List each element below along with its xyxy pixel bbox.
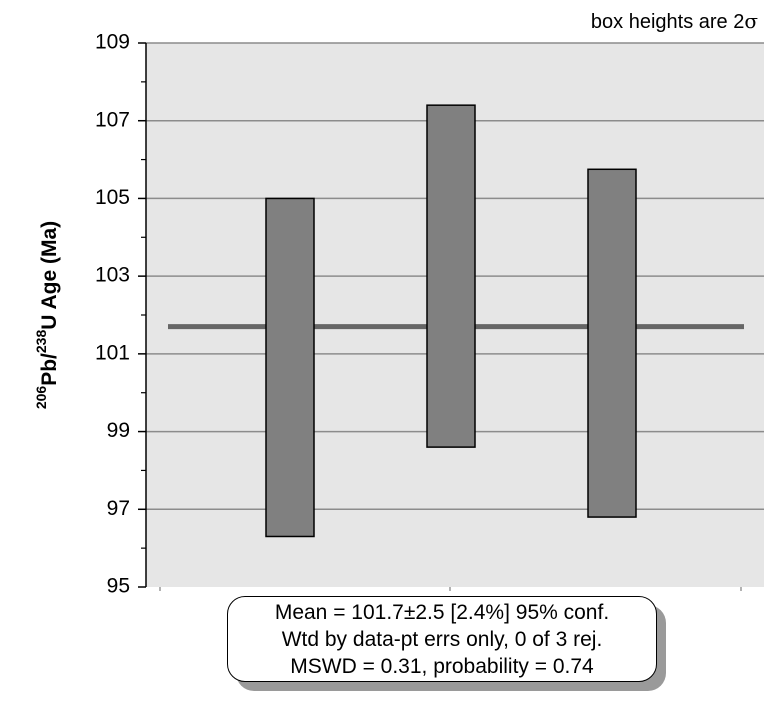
y-tick-label-107: 107 bbox=[95, 108, 130, 131]
stats-box: Mean = 101.7±2.5 [2.4%] 95% conf. Wtd by… bbox=[227, 596, 657, 682]
error-box-2 bbox=[426, 104, 476, 448]
y-tick-label-103: 103 bbox=[95, 264, 130, 287]
minor-ticks bbox=[138, 42, 742, 591]
y-axis-label: 206Pb/238U Age (Ma) bbox=[33, 221, 61, 409]
y-tick-label-99: 99 bbox=[107, 419, 130, 442]
y-tick-label-105: 105 bbox=[95, 186, 130, 209]
stats-mean-line: Mean = 101.7±2.5 [2.4%] 95% conf. bbox=[274, 600, 610, 624]
y-tick-label-109: 109 bbox=[95, 31, 130, 54]
error-boxes bbox=[265, 104, 637, 538]
error-box-3 bbox=[587, 168, 637, 518]
y-tick-label-97: 97 bbox=[107, 497, 130, 520]
stats-mswd-line: MSWD = 0.31, probability = 0.74 bbox=[290, 654, 594, 678]
y-tick-label-95: 95 bbox=[107, 575, 130, 598]
y-tick-label-101: 101 bbox=[95, 341, 130, 364]
stats-weighting-line: Wtd by data-pt errs only, 0 of 3 rej. bbox=[281, 627, 603, 651]
box-height-note: box heights are 2σ bbox=[591, 9, 758, 33]
y-tick-labels: 95 97 99 101 103 105 107 109 bbox=[95, 31, 130, 598]
error-box-1 bbox=[265, 197, 315, 538]
